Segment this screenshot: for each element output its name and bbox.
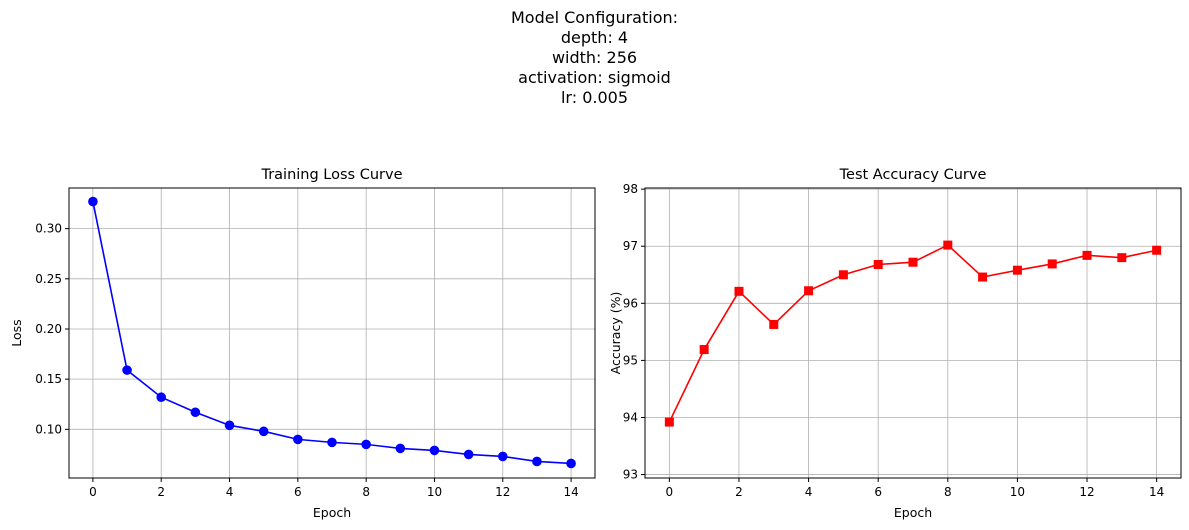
suptitle-line-1: Model Configuration: <box>510 8 679 27</box>
data-point <box>566 458 576 469</box>
x-tick-label: 2 <box>735 485 743 499</box>
data-point <box>429 445 440 456</box>
data-point <box>838 270 848 280</box>
chart-2: 0 2 4 6 8 10 12 14 93 94 95 96 97 98 Test Accuracy Cur… <box>608 167 1182 520</box>
x-tick-label: 10 <box>1010 485 1025 499</box>
data-point <box>497 451 508 462</box>
data-point <box>395 443 406 454</box>
y-axis-label: Loss <box>9 319 24 346</box>
data-point <box>258 426 269 437</box>
data-point <box>532 456 542 467</box>
data-point <box>769 319 779 329</box>
x-tick-label: 0 <box>89 485 97 499</box>
data-point <box>978 272 988 282</box>
plot-frame <box>68 187 596 479</box>
series-line <box>668 244 1157 423</box>
data-point <box>1012 265 1022 275</box>
data-point <box>224 420 235 431</box>
suptitle-line-2: depth: 4 <box>560 28 629 47</box>
data-point <box>943 240 953 250</box>
y-tick-label: 0.20 <box>35 322 62 336</box>
data-point <box>873 259 883 269</box>
plot-frame <box>644 187 1182 479</box>
data-point <box>734 286 744 296</box>
data-point <box>1082 250 1092 260</box>
suptitle-line-3: width: 256 <box>551 48 638 67</box>
y-tick-label: 94 <box>623 410 638 424</box>
chart-title: Test Accuracy Curve <box>839 167 987 183</box>
data-point <box>699 345 709 355</box>
y-tick-label: 98 <box>623 182 638 196</box>
data-point <box>804 286 814 296</box>
x-tick-label: 6 <box>874 485 882 499</box>
x-axis-label: Epoch <box>313 505 351 520</box>
y-tick-label: 0.25 <box>35 272 62 286</box>
y-tick-label: 93 <box>623 468 638 482</box>
x-tick-label: 10 <box>427 485 442 499</box>
data-point <box>463 449 474 460</box>
y-tick-label: 0.10 <box>35 422 62 436</box>
y-tick-label: 0.15 <box>35 372 62 386</box>
y-tick-label: 95 <box>623 353 638 367</box>
chart-title: Training Loss Curve <box>260 167 402 183</box>
data-point <box>327 437 337 448</box>
x-tick-label: 12 <box>1079 485 1094 499</box>
x-tick-label: 4 <box>805 485 813 499</box>
figure-suptitle: Model Configuration: depth: 4 width: 256… <box>0 8 1189 108</box>
data-point <box>122 365 132 375</box>
data-point <box>156 392 167 403</box>
x-tick-label: 4 <box>226 485 234 499</box>
chart-1: 0 2 4 6 8 10 12 14 0.10 0.15 0.20 0.25 0.30 Training … <box>9 167 596 520</box>
y-tick-label: 96 <box>623 296 638 310</box>
suptitle-line-4: activation: sigmoid <box>518 68 671 87</box>
data-point <box>1117 253 1127 263</box>
data-point <box>190 407 201 418</box>
x-tick-label: 2 <box>157 485 165 499</box>
x-tick-label: 0 <box>666 485 674 499</box>
data-point <box>664 417 674 427</box>
x-tick-label: 8 <box>944 485 952 499</box>
data-point <box>1047 259 1057 269</box>
data-point <box>361 439 371 450</box>
series-line <box>92 201 572 465</box>
data-point <box>908 257 918 267</box>
suptitle-line-5: lr: 0.005 <box>560 88 629 107</box>
data-point <box>293 434 303 445</box>
data-point <box>1152 245 1162 255</box>
x-tick-label: 14 <box>1149 485 1164 499</box>
x-axis-label: Epoch <box>894 505 932 520</box>
y-tick-label: 97 <box>623 239 638 253</box>
data-point <box>88 196 98 207</box>
x-tick-label: 14 <box>563 485 578 499</box>
y-tick-label: 0.30 <box>35 222 62 236</box>
x-tick-label: 12 <box>495 485 510 499</box>
x-tick-label: 6 <box>294 485 302 499</box>
x-tick-label: 8 <box>362 485 370 499</box>
y-axis-label: Accuracy (%) <box>608 292 623 375</box>
